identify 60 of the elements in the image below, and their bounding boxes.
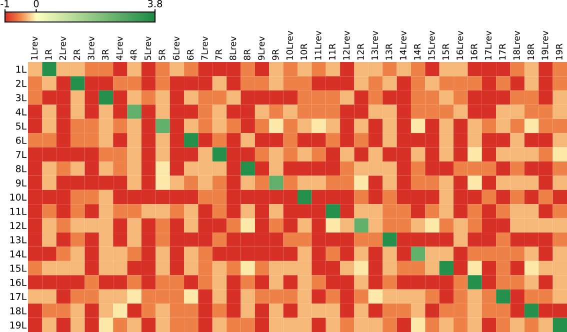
y-tick-label: 3L: [16, 94, 27, 102]
y-tick-label: 17L: [10, 293, 27, 300]
y-tick-label: 18L: [10, 307, 27, 314]
y-tick-label: 15L: [10, 264, 27, 272]
color-bar-label: 0: [34, 0, 39, 8]
x-tick-label: 2R: [74, 49, 80, 60]
x-tick-label: 3R: [102, 49, 109, 60]
x-tick-label: 16R: [470, 44, 478, 60]
y-tick-label: 8L: [16, 165, 27, 172]
x-tick-label: 4R: [130, 49, 137, 60]
color-bar-label: 3.8: [148, 0, 162, 8]
y-tick-label: 14L: [10, 250, 27, 258]
x-tick-label: 15Lrev: [428, 30, 435, 60]
x-tick-label: 10R: [300, 44, 308, 60]
color-bar-label: -1: [0, 0, 9, 8]
x-tick-label: 17Lrev: [485, 30, 492, 60]
x-tick-label: 5R: [158, 49, 166, 60]
x-tick-label: 8Lrev: [230, 36, 236, 60]
x-tick-label: 17R: [499, 44, 506, 60]
x-tick-label: 11R: [328, 44, 336, 60]
y-tick-label: 1L: [16, 66, 27, 73]
x-tick-label: 2Lrev: [59, 36, 66, 60]
y-tick-label: 16L: [10, 278, 27, 286]
x-tick-label: 1Lrev: [31, 36, 38, 60]
x-tick-label: 13Lrev: [371, 30, 378, 60]
x-tick-label: 6R: [187, 49, 194, 60]
x-tick-label: 3Lrev: [88, 36, 94, 60]
x-tick-label: 19Lrev: [542, 30, 548, 60]
x-tick-label: 12R: [357, 44, 364, 60]
y-tick-label: 9L: [16, 179, 27, 187]
x-tick-label: 4Lrev: [116, 36, 123, 60]
x-tick-label: 7Lrev: [201, 36, 208, 60]
x-tick-label: 13R: [386, 44, 392, 60]
x-tick-label: 14R: [414, 44, 420, 60]
x-tick-label: 7R: [216, 49, 222, 60]
x-tick-label: 10Lrev: [286, 30, 293, 60]
x-tick-label: 9Lrev: [258, 36, 265, 60]
y-tick-label: 5L: [16, 122, 27, 130]
x-tick-label: 1R: [45, 49, 52, 60]
y-tick-label: 2L: [16, 80, 27, 87]
y-tick-label: 19L: [10, 321, 27, 329]
x-tick-label: 11Lrev: [314, 30, 322, 60]
x-tick-label: 15R: [442, 44, 449, 60]
x-tick-label: 5Lrev: [144, 36, 152, 60]
x-tick-label: 9R: [272, 49, 279, 60]
y-tick-label: 4L: [16, 108, 27, 116]
x-tick-label: 19R: [556, 44, 562, 60]
x-tick-label: 18R: [527, 44, 534, 60]
x-tick-label: 14Lrev: [400, 30, 406, 60]
x-tick-label: 12Lrev: [343, 30, 350, 60]
y-tick-label: 12L: [10, 222, 27, 230]
x-tick-label: 8R: [244, 49, 250, 60]
y-tick-label: 11L: [10, 208, 27, 215]
x-tick-label: 18Lrev: [513, 30, 520, 60]
y-tick-label: 6L: [16, 136, 27, 144]
x-tick-label: 6Lrev: [172, 36, 180, 60]
y-tick-label: 13L: [10, 236, 27, 244]
x-tick-label: 16Lrev: [456, 30, 464, 60]
y-tick-label: 10L: [10, 194, 27, 201]
y-tick-label: 7L: [16, 151, 27, 158]
